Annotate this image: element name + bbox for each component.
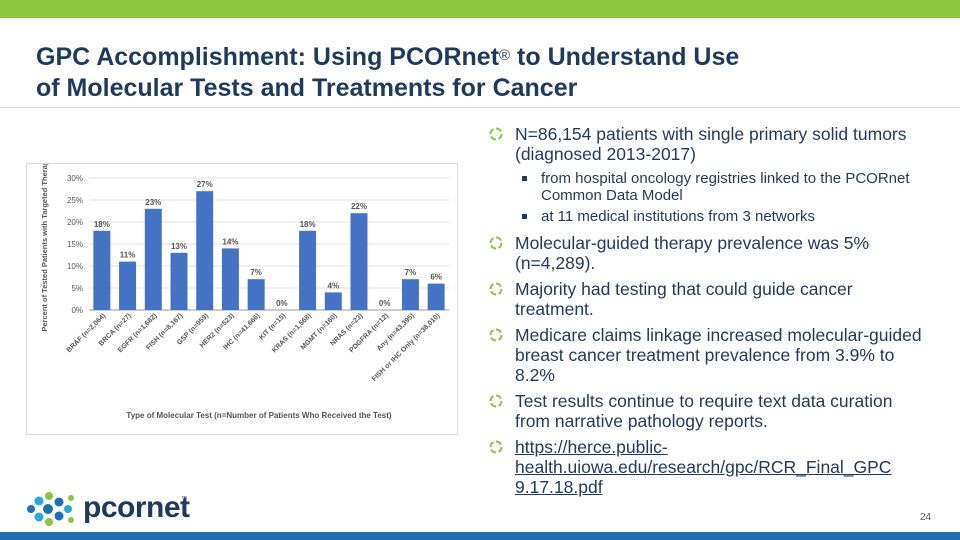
data-label: 23% — [145, 198, 161, 207]
data-label: 7% — [250, 268, 262, 277]
page-number: 24 — [920, 512, 932, 523]
logo-trademark: ™ — [181, 496, 187, 502]
bullet-text: Majority had testing that could guide ca… — [515, 279, 853, 319]
sub-bullet-registries: from hospital oncology registries linked… — [489, 170, 929, 204]
bar — [93, 230, 111, 310]
bullet-medicare: Medicare claims linkage increased molecu… — [489, 325, 929, 385]
bullet-circle-icon — [489, 440, 503, 454]
data-label: 14% — [222, 237, 238, 246]
data-label: 22% — [351, 202, 367, 211]
bar — [196, 191, 214, 310]
data-label: 0% — [379, 299, 391, 308]
bar — [401, 279, 419, 310]
slide-title: GPC Accomplishment: Using PCORnet® to Un… — [36, 42, 916, 104]
bar — [144, 208, 162, 310]
bullet-link: https://herce.public-health.uiowa.edu/re… — [489, 437, 929, 497]
bullet-circle-icon — [489, 394, 503, 408]
bullet-text: Medicare claims linkage increased molecu… — [515, 325, 922, 385]
x-axis-label: Type of Molecular Test (n=Number of Pati… — [126, 411, 391, 420]
registered-mark: ® — [499, 47, 511, 64]
bullet-circle-icon — [489, 282, 503, 296]
bullet-circle-icon — [489, 236, 503, 250]
bar — [427, 283, 445, 310]
bullet-circle-icon — [489, 127, 503, 141]
x-tick-label: BRAF (n=2,064) — [66, 312, 108, 354]
bullet-text: Molecular-guided therapy prevalence was … — [515, 233, 870, 273]
data-label: 6% — [430, 273, 442, 282]
y-tick-label: 5% — [71, 284, 83, 293]
data-label: 18% — [94, 220, 110, 229]
bullet-majority: Majority had testing that could guide ca… — [489, 279, 929, 319]
top-accent-bar — [0, 0, 960, 18]
sub-bullet-institutions: at 11 medical institutions from 3 networ… — [489, 208, 929, 225]
y-tick-label: 25% — [67, 196, 83, 205]
y-tick-label: 15% — [67, 240, 83, 249]
y-tick-label: 0% — [71, 306, 83, 315]
bar — [350, 213, 368, 310]
data-label: 27% — [197, 180, 213, 189]
title-line2: of Molecular Tests and Treatments for Ca… — [36, 74, 578, 102]
logo-wordmark: pcornet — [83, 491, 190, 524]
bar — [324, 292, 342, 310]
data-label: 7% — [405, 268, 417, 277]
title-divider — [0, 107, 960, 108]
y-tick-label: 20% — [67, 218, 83, 227]
bullet-list: N=86,154 patients with single primary so… — [489, 124, 929, 503]
bar — [247, 279, 265, 310]
y-tick-label: 10% — [67, 262, 83, 271]
data-label: 0% — [276, 299, 288, 308]
bullet-curation: Test results continue to require text da… — [489, 391, 929, 431]
data-label: 13% — [171, 242, 187, 251]
title-line1: GPC Accomplishment: Using PCORnet — [36, 43, 500, 71]
title-line1-end: to Understand Use — [510, 43, 740, 71]
bar-chart-svg: 0% 5% 10% 15% 20% 25% 30% Percent of Tested Pat… — [40, 164, 449, 420]
bottom-accent-bar — [0, 532, 960, 540]
square-bullet-icon — [522, 214, 527, 219]
bar — [221, 248, 239, 310]
bar-chart: 0% 5% 10% 15% 20% 25% 30% Percent of Tested Pat… — [26, 163, 458, 435]
bullet-text: N=86,154 patients with single primary so… — [515, 124, 907, 164]
y-tick-label: 30% — [67, 174, 83, 183]
data-label: 4% — [328, 281, 340, 290]
pcornet-logo-icon — [27, 492, 74, 526]
data-label: 18% — [300, 220, 316, 229]
bar — [299, 230, 317, 310]
sub-bullet-text: from hospital oncology registries linked… — [541, 170, 910, 204]
y-axis-label: Percent of Tested Patients with Targeted… — [40, 164, 49, 332]
bullet-circle-icon — [489, 328, 503, 342]
report-link[interactable]: https://herce.public-health.uiowa.edu/re… — [515, 437, 892, 497]
bullet-text: Test results continue to require text da… — [515, 391, 893, 431]
square-bullet-icon — [522, 176, 527, 181]
bar — [119, 261, 137, 310]
bullet-cohort: N=86,154 patients with single primary so… — [489, 124, 929, 164]
bullet-prevalence: Molecular-guided therapy prevalence was … — [489, 233, 929, 273]
sub-bullet-text: at 11 medical institutions from 3 networ… — [541, 208, 816, 225]
data-label: 11% — [120, 251, 136, 260]
bar — [170, 252, 188, 310]
